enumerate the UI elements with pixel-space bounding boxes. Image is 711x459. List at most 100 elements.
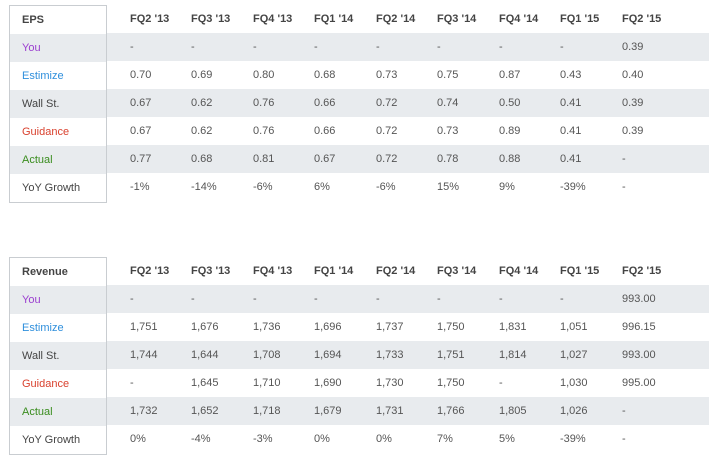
table-cell: -	[376, 41, 380, 53]
table-cell: -14%	[191, 181, 217, 193]
table-cell: 1,030	[560, 377, 588, 389]
table-cell: 0.76	[253, 125, 275, 137]
table-row-estimize: 1,751 1,676 1,736 1,696 1,737 1,750 1,831 1,051…	[9, 313, 709, 341]
table-row-yoy-growth: -1% -14% -6% 6% -6% 15% 9% -39% -	[9, 173, 709, 201]
table-cell: -	[314, 293, 318, 305]
table-cell: 1,737	[376, 321, 404, 333]
table-row-wall-st: 1,744 1,644 1,708 1,694 1,733 1,751 1,814 1,027…	[9, 341, 709, 369]
table-cell: 0.72	[376, 125, 398, 137]
table-cell: 1,652	[191, 405, 219, 417]
table-cell: 995.00	[622, 377, 656, 389]
row-label-guidance: Guidance	[22, 378, 70, 390]
table-cell: 1,750	[437, 377, 465, 389]
table-cell: 1,026	[560, 405, 588, 417]
table-cell: 1,805	[499, 405, 527, 417]
table-cell: 993.00	[622, 349, 656, 361]
table-row-wall-st: 0.67 0.62 0.76 0.66 0.72 0.74 0.50 0.41 0.39	[9, 89, 709, 117]
column-header: FQ3 '13	[191, 13, 231, 25]
table-cell: -6%	[253, 181, 273, 193]
table-cell: 0.77	[130, 153, 152, 165]
row-label-yoy-growth: YoY Growth	[22, 182, 81, 194]
table-cell: -	[191, 41, 195, 53]
table-cell: 7%	[437, 433, 453, 445]
table-cell: 0.68	[191, 153, 213, 165]
row-label-you: You	[10, 34, 106, 62]
table-cell: 1,645	[191, 377, 219, 389]
table-cell: -	[622, 181, 626, 193]
column-header: FQ3 '14	[437, 13, 477, 25]
table-row-estimize: 0.70 0.69 0.80 0.68 0.73 0.75 0.87 0.43 0.40	[9, 61, 709, 89]
column-header: FQ4 '14	[499, 265, 539, 277]
table-cell: 0.69	[191, 69, 213, 81]
table-cell: 0.39	[622, 125, 644, 137]
table-cell: 996.15	[622, 321, 656, 333]
table-cell: 0.39	[622, 97, 644, 109]
revenue-label-column: Revenue You Estimize Wall St. Guidance Actual…	[9, 257, 107, 455]
table-cell: 0.73	[437, 125, 459, 137]
table-cell: -	[560, 293, 564, 305]
table-cell: 1,027	[560, 349, 588, 361]
column-header: FQ2 '13	[130, 265, 170, 277]
column-header: FQ2 '15	[622, 13, 662, 25]
table-cell: 1,679	[314, 405, 342, 417]
table-cell: 1,736	[253, 321, 281, 333]
table-cell: 9%	[499, 181, 515, 193]
table-cell: 1,696	[314, 321, 342, 333]
table-cell: 0%	[376, 433, 392, 445]
table-cell: -3%	[253, 433, 273, 445]
table-cell: 0.66	[314, 97, 336, 109]
row-label-yoy-growth: YoY Growth	[22, 434, 81, 446]
column-header: FQ1 '15	[560, 265, 600, 277]
eps-header-row: FQ2 '13 FQ3 '13 FQ4 '13 FQ1 '14 FQ2 '14 FQ3 '…	[9, 5, 709, 33]
table-cell: 0%	[130, 433, 146, 445]
table-cell: -4%	[191, 433, 211, 445]
table-cell: -	[191, 293, 195, 305]
table-cell: -	[622, 433, 626, 445]
table-cell: 0%	[314, 433, 330, 445]
table-cell: 0.68	[314, 69, 336, 81]
table-cell: 1,708	[253, 349, 281, 361]
row-label-estimize: Estimize	[22, 70, 64, 82]
table-cell: 1,718	[253, 405, 281, 417]
table-row-guidance: 0.67 0.62 0.76 0.66 0.72 0.73 0.89 0.41 0.39	[9, 117, 709, 145]
table-cell: 5%	[499, 433, 515, 445]
table-cell: 1,710	[253, 377, 281, 389]
table-cell: -6%	[376, 181, 396, 193]
table-cell: 0.67	[130, 97, 152, 109]
table-cell: 1,051	[560, 321, 588, 333]
table-cell: 1,730	[376, 377, 404, 389]
row-label-actual: Actual	[10, 398, 106, 426]
table-cell: -	[130, 293, 134, 305]
table-cell: -	[253, 41, 257, 53]
table-cell: 0.78	[437, 153, 459, 165]
column-header: FQ2 '14	[376, 265, 416, 277]
column-header: FQ1 '14	[314, 265, 354, 277]
revenue-table: Revenue You Estimize Wall St. Guidance Actual…	[9, 257, 709, 455]
table-cell: 0.88	[499, 153, 521, 165]
table-cell: 15%	[437, 181, 460, 193]
table-cell: 0.43	[560, 69, 582, 81]
table-cell: 0.89	[499, 125, 521, 137]
column-header: FQ1 '14	[314, 13, 354, 25]
eps-title: EPS	[22, 14, 45, 26]
table-cell: -	[130, 377, 134, 389]
table-cell: 0.67	[130, 125, 152, 137]
table-cell: 1,694	[314, 349, 342, 361]
row-label-guidance: Guidance	[22, 126, 70, 138]
table-cell: 1,751	[437, 349, 465, 361]
table-cell: 1,814	[499, 349, 527, 361]
table-cell: -	[437, 41, 441, 53]
table-cell: -39%	[560, 181, 586, 193]
table-cell: 1,831	[499, 321, 527, 333]
table-cell: 0.39	[622, 41, 644, 53]
eps-table: EPS You Estimize Wall St. Guidance Actual YoY …	[9, 5, 709, 203]
column-header: FQ2 '15	[622, 265, 662, 277]
table-cell: -1%	[130, 181, 150, 193]
row-label-actual: Actual	[10, 146, 106, 174]
table-cell: -	[253, 293, 257, 305]
eps-label-column: EPS You Estimize Wall St. Guidance Actual YoY …	[9, 5, 107, 203]
column-header: FQ4 '13	[253, 13, 293, 25]
table-cell: -	[622, 405, 626, 417]
table-cell: 0.41	[560, 125, 582, 137]
table-cell: 0.72	[376, 97, 398, 109]
